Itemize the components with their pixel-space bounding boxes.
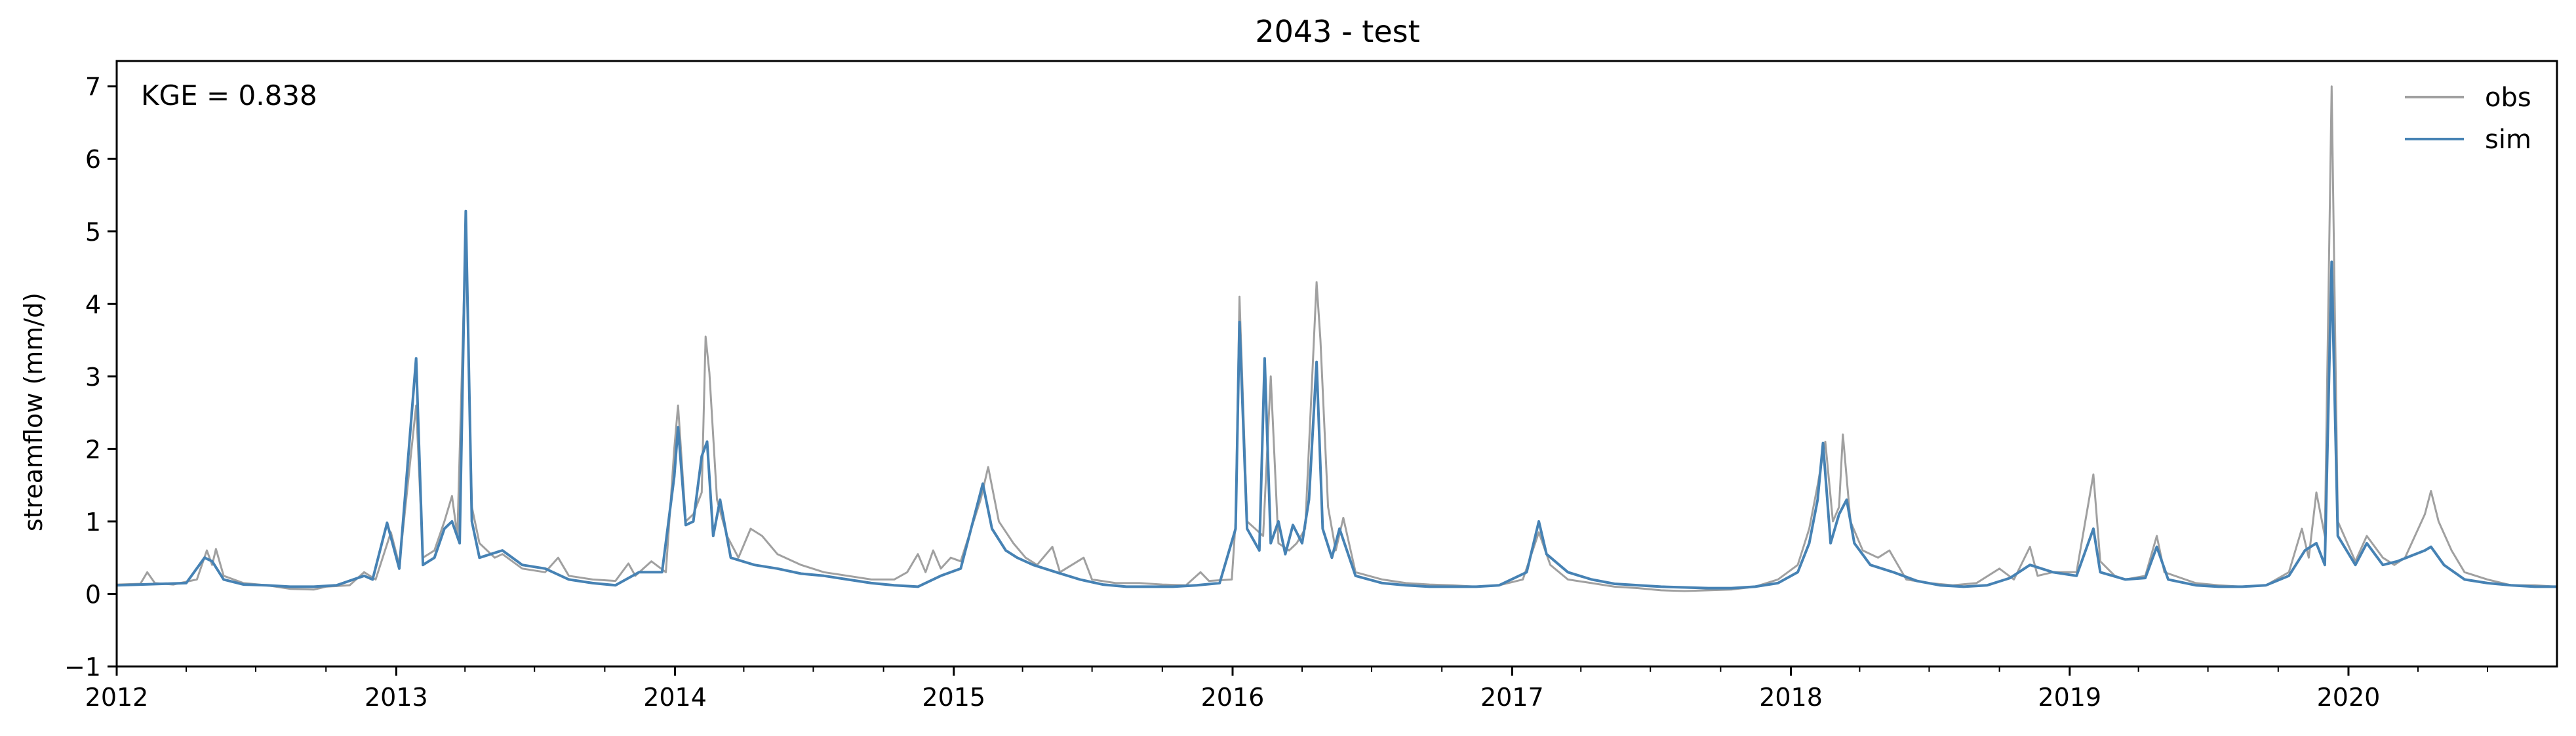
x-tick-label: 2018 [1759, 683, 1823, 712]
kge-annotation: KGE = 0.838 [141, 79, 317, 112]
x-tick-label: 2015 [922, 683, 985, 712]
chart-title: 2043 - test [1255, 14, 1419, 49]
x-tick-label: 2016 [1201, 683, 1265, 712]
y-tick-label: 1 [85, 508, 101, 537]
x-tick-label: 2013 [365, 683, 428, 712]
series-line-sim [116, 209, 2557, 590]
y-tick-label: 6 [85, 145, 101, 174]
x-tick-label: 2017 [1480, 683, 1544, 712]
legend: obs sim [2405, 83, 2531, 155]
y-axis-label: streamflow (mm/d) [19, 293, 48, 531]
y-tick-label: 7 [85, 73, 101, 102]
x-tick-label: 2020 [2317, 683, 2381, 712]
legend-label-sim: sim [2485, 125, 2531, 155]
plot-frame [115, 60, 2558, 668]
y-tick-label: 2 [85, 435, 101, 464]
legend-label-obs: obs [2485, 83, 2531, 113]
x-tick-label: 2019 [2038, 683, 2101, 712]
y-tick-label: 4 [85, 290, 101, 319]
plot-area [116, 85, 2558, 592]
y-tick-label: −1 [64, 653, 101, 682]
x-tick-label: 2012 [85, 683, 149, 712]
axes: −1 0 1 2 3 4 5 6 7 2012 2013 2014 2015 2016 2017 2018 20… [64, 73, 2488, 712]
series-line-obs [116, 85, 2558, 592]
x-tick-label: 2014 [643, 683, 707, 712]
y-tick-label: 5 [85, 218, 101, 247]
y-tick-label: 3 [85, 363, 101, 392]
y-tick-label: 0 [85, 580, 101, 609]
